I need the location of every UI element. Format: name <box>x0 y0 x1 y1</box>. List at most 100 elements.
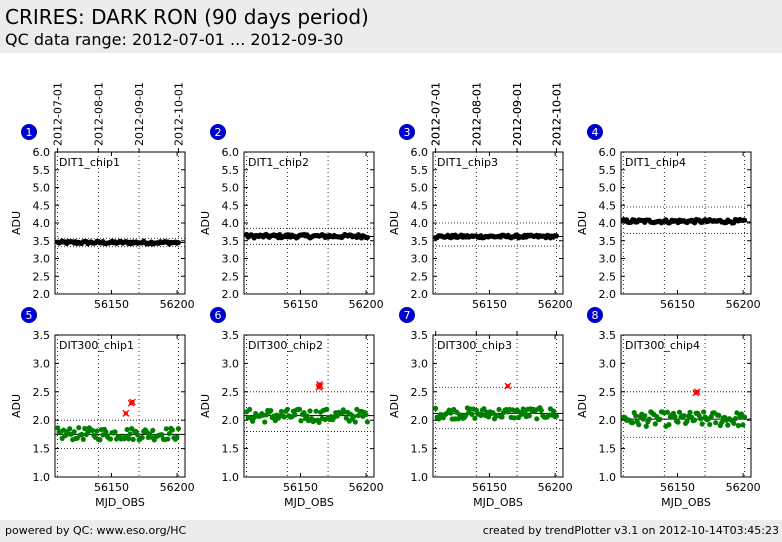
y-tick-label: 4.0 <box>599 217 617 230</box>
data-point <box>550 408 557 414</box>
data-point <box>676 409 683 415</box>
page-subtitle: QC data range: 2012-07-01 ... 2012-09-30 <box>5 30 344 49</box>
data-point <box>553 233 560 239</box>
data-point <box>526 413 532 419</box>
y-tick-label: 3.5 <box>411 235 429 248</box>
data-point <box>684 418 690 424</box>
panel-6: 6 1.0 1.5 2.0 2.5 3.0 3.5 56150 56200 DIT300_chip… <box>199 307 384 509</box>
data-point <box>247 406 253 412</box>
data-point <box>324 406 330 412</box>
y-tick-label: 2.0 <box>599 414 617 427</box>
data-point <box>298 418 304 424</box>
x-tick-label: 56150 <box>472 298 507 311</box>
data-point <box>126 436 132 442</box>
data-point <box>630 420 636 426</box>
y-tick-label: 3.5 <box>33 235 51 248</box>
data-point <box>481 406 487 412</box>
data-point <box>672 414 678 420</box>
footer-left-text: powered by QC: www.eso.org/HC <box>5 524 187 537</box>
y-tick-label: 3.0 <box>33 253 51 266</box>
x-axis-label: MJD_OBS <box>95 496 145 509</box>
y-tick-label: 1.5 <box>222 443 240 456</box>
y-tick-label: 5.5 <box>599 164 617 177</box>
date-tick-label: 2012-08-01 <box>92 82 105 146</box>
y-tick-label: 5.0 <box>599 182 617 195</box>
date-tick-label: 2012-08-01 <box>470 82 483 146</box>
badge-circle <box>587 124 603 140</box>
y-tick-label: 4.5 <box>222 199 240 212</box>
x-tick-label: 56200 <box>160 481 195 494</box>
data-point <box>734 410 740 416</box>
panel-label: DIT1_chip3 <box>437 156 498 169</box>
data-point <box>636 422 642 428</box>
data-point <box>292 412 298 418</box>
data-point <box>363 411 369 418</box>
y-tick-label: 2.5 <box>33 386 51 399</box>
data-point <box>268 408 274 414</box>
y-tick-label: 3.5 <box>599 329 617 342</box>
data-point <box>94 428 100 434</box>
y-tick-label: 5.5 <box>411 164 429 177</box>
data-point <box>652 421 658 427</box>
panel-label: DIT300_chip4 <box>625 339 700 352</box>
date-tick-label: 2012-09-01 <box>133 82 146 146</box>
y-tick-label: 2.0 <box>222 288 240 301</box>
date-tick-label: 2012-07-01 <box>52 82 65 146</box>
y-tick-label: 1.0 <box>33 471 51 484</box>
panel-4: 4 2.0 2.5 3.0 3.5 4.0 4.5 5.0 5.5 6.0 56150 56200 DI… <box>576 124 761 311</box>
data-point <box>664 409 671 415</box>
y-tick-label: 2.5 <box>222 270 240 283</box>
y-tick-label: 3.0 <box>411 357 429 370</box>
data-point <box>735 423 741 429</box>
y-axis-label: ADU <box>10 211 23 235</box>
plot-frame <box>243 151 375 295</box>
data-point <box>163 426 169 432</box>
data-point <box>496 406 502 413</box>
data-point <box>364 419 371 425</box>
y-tick-label: 2.0 <box>222 414 240 427</box>
data-point <box>675 419 681 425</box>
data-point <box>175 425 182 432</box>
data-point <box>55 425 61 431</box>
data-point <box>692 417 698 423</box>
data-point <box>469 411 475 417</box>
data-point <box>643 423 649 429</box>
y-tick-label: 2.5 <box>599 386 617 399</box>
page-title: CRIRES: DARK RON (90 days period) <box>5 5 369 29</box>
data-point <box>139 434 145 441</box>
panel-7: 7 1.0 1.5 2.0 2.5 3.0 3.5 56150 56200 2012-07-01 2… <box>388 82 573 509</box>
panel-label: DIT300_chip3 <box>437 339 512 352</box>
x-axis-label: MJD_OBS <box>284 496 334 509</box>
y-tick-label: 2.5 <box>222 386 240 399</box>
data-point <box>731 420 737 426</box>
data-point <box>284 406 290 412</box>
badge-number: 2 <box>215 126 222 139</box>
data-point <box>657 416 663 422</box>
data-point <box>174 434 180 440</box>
data-point <box>296 406 303 412</box>
y-tick-label: 4.0 <box>222 217 240 230</box>
plot-grid: 1 2.0 2.5 3.0 3.5 4.0 4.5 5.0 5.5 6.0 56150 56200 20… <box>10 82 761 509</box>
data-point <box>472 415 478 421</box>
data-point <box>169 427 175 433</box>
y-tick-label: 1.0 <box>411 471 429 484</box>
data-point <box>307 408 313 414</box>
plot-frame <box>243 334 375 478</box>
data-point <box>80 436 86 442</box>
y-tick-label: 2.5 <box>599 270 617 283</box>
outlier-mark <box>316 382 324 390</box>
date-tick-label: 2012-07-01 <box>430 82 443 146</box>
panel-5: 5 1.0 1.5 2.0 2.5 3.0 3.5 56150 56200 DIT300_chip… <box>10 307 195 509</box>
outlier-mark <box>129 398 136 406</box>
y-tick-label: 1.5 <box>411 443 429 456</box>
data-point <box>433 405 439 411</box>
y-tick-label: 3.0 <box>599 357 617 370</box>
data-point <box>316 419 322 425</box>
badge-number: 8 <box>592 309 599 322</box>
data-point <box>538 407 544 413</box>
date-tick-label: 2012-08-01 <box>470 82 483 146</box>
y-tick-label: 5.0 <box>33 182 51 195</box>
x-tick-label: 56150 <box>283 481 318 494</box>
data-point <box>124 426 130 433</box>
badge-circle <box>21 124 37 140</box>
